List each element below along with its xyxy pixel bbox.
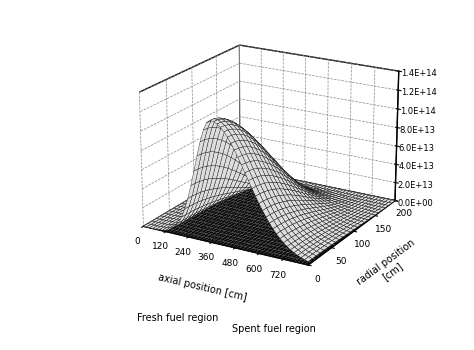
Y-axis label: radial position
[cm]: radial position [cm] [355, 238, 423, 296]
Text: Spent fuel region: Spent fuel region [232, 324, 316, 334]
Text: Fresh fuel region: Fresh fuel region [137, 313, 219, 323]
X-axis label: axial position [cm]: axial position [cm] [156, 273, 247, 303]
